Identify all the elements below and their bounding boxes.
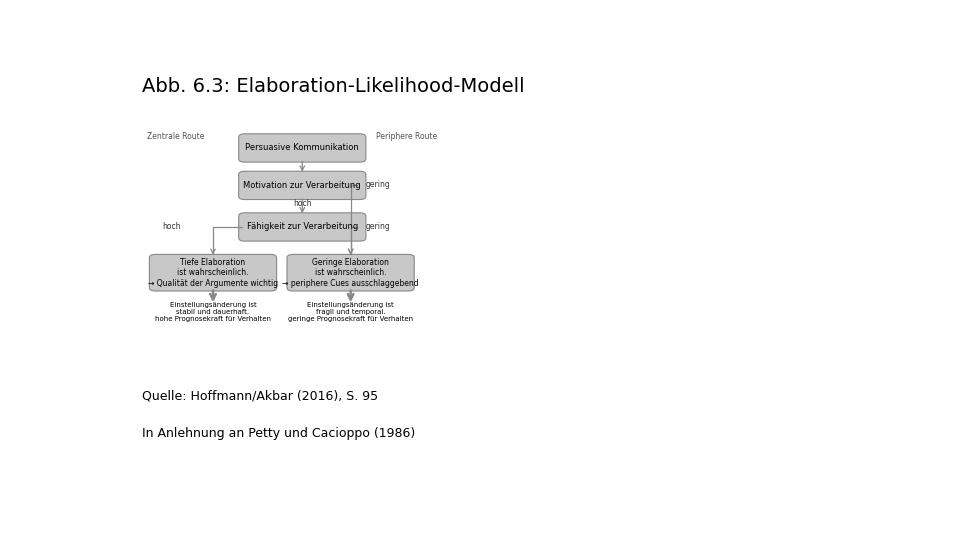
Text: Geringe Elaboration
ist wahrscheinlich.
→ periphere Cues ausschlaggebend: Geringe Elaboration ist wahrscheinlich. … [282,258,419,288]
Text: hoch: hoch [293,199,312,208]
Text: Quelle: Hoffmann/Akbar (2016), S. 95: Quelle: Hoffmann/Akbar (2016), S. 95 [142,389,378,402]
FancyBboxPatch shape [239,213,366,241]
Text: Einstellungsänderung ist
stabil und dauerhaft.
hohe Prognosekraft für Verhalten: Einstellungsänderung ist stabil und daue… [155,302,271,322]
FancyBboxPatch shape [287,254,415,291]
Text: Periphere Route: Periphere Route [375,132,437,141]
Text: In Anlehnung an Petty und Cacioppo (1986): In Anlehnung an Petty und Cacioppo (1986… [142,427,416,440]
Text: gering: gering [366,180,391,189]
Text: Tiefe Elaboration
ist wahrscheinlich.
→ Qualität der Argumente wichtig: Tiefe Elaboration ist wahrscheinlich. → … [148,258,278,288]
FancyBboxPatch shape [150,254,276,291]
Text: Motivation zur Verarbeitung: Motivation zur Verarbeitung [244,181,361,190]
Text: Persuasive Kommunikation: Persuasive Kommunikation [246,144,359,152]
FancyBboxPatch shape [239,134,366,162]
FancyBboxPatch shape [239,171,366,199]
Text: Zentrale Route: Zentrale Route [147,132,204,141]
Text: gering: gering [366,221,391,231]
Text: Abb. 6.3: Elaboration-Likelihood-Modell: Abb. 6.3: Elaboration-Likelihood-Modell [142,77,525,96]
Text: hoch: hoch [162,221,181,231]
Text: Fähigkeit zur Verarbeitung: Fähigkeit zur Verarbeitung [247,222,358,232]
Text: Einstellungsänderung ist
fragil und temporal.
geringe Prognosekraft für Verhalte: Einstellungsänderung ist fragil und temp… [288,302,413,322]
